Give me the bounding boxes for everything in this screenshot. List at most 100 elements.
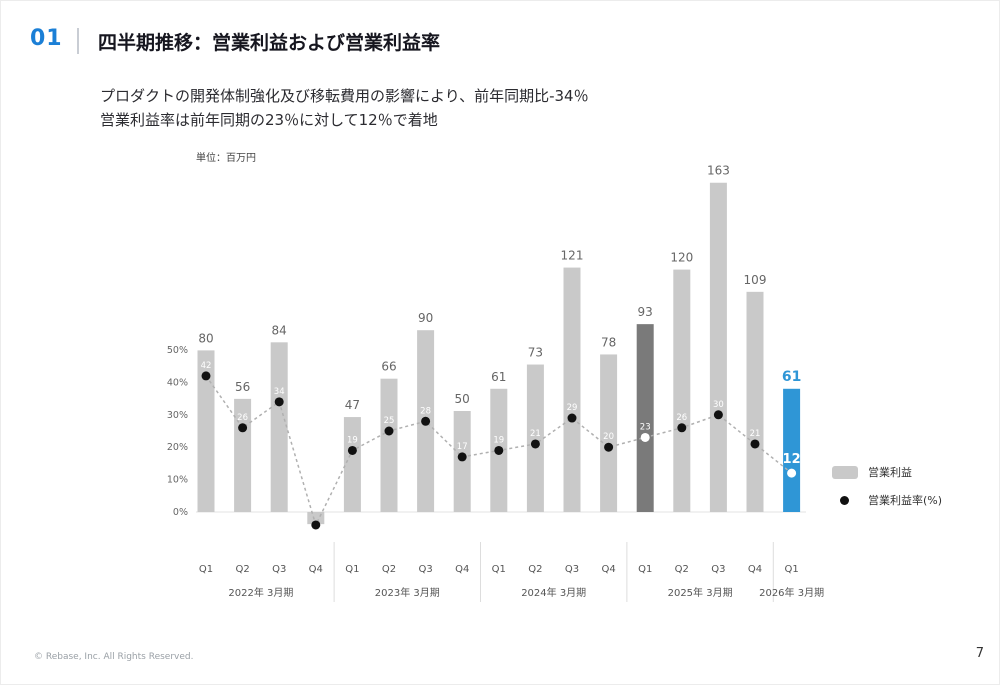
margin-value-label: 21: [530, 429, 541, 439]
bar-value-label: 109: [744, 273, 767, 287]
y-axis-tick: 50%: [167, 345, 188, 356]
margin-dot: [347, 445, 357, 455]
subtitle-line-1: プロダクトの開発体制強化及び移転費用の影響により、前年同期比-34％: [100, 87, 589, 105]
bar-value-label: 120: [670, 251, 693, 265]
margin-dot: [201, 371, 211, 381]
margin-value-label: 26: [237, 413, 248, 423]
x-axis-quarter-label: Q3: [711, 564, 725, 575]
bar-value-label: 50: [455, 392, 470, 406]
profit-bar: [526, 364, 544, 512]
margin-value-label: 21: [750, 429, 761, 439]
profit-bar: [600, 354, 618, 512]
margin-value-label: 26: [676, 413, 687, 423]
profit-bar: [636, 324, 654, 512]
bar-value-label: 93: [638, 305, 653, 319]
quarterly-chart: 0% 10% 20% 30% 40% 50% Q1 Q2 Q3 Q4 2022年 3月期 Q1 Q2 Q3…: [150, 140, 850, 610]
bar-value-label: 47: [345, 398, 360, 412]
page-title: 四半期推移：営業利益および営業利益率: [98, 32, 441, 54]
bar-value-label: 121: [561, 249, 584, 263]
y-axis-tick: 20%: [167, 442, 188, 453]
profit-bar: [453, 411, 471, 512]
y-axis-tick: 40%: [167, 377, 188, 388]
x-axis-quarter-label: Q3: [272, 564, 286, 575]
x-axis-quarter-label: Q2: [235, 564, 249, 575]
margin-value-label: 19: [347, 435, 358, 445]
legend-row-bar: 営業利益: [832, 462, 942, 482]
margin-value-label: 19: [493, 435, 504, 445]
x-axis-quarter-label: Q2: [675, 564, 689, 575]
margin-dot: [604, 442, 614, 452]
section-number: 01: [30, 26, 63, 51]
margin-value-label: 23: [640, 422, 651, 432]
x-axis-quarter-label: Q2: [382, 564, 396, 575]
x-axis-quarter-label: Q1: [345, 564, 359, 575]
x-axis-quarter-label: Q1: [784, 564, 798, 575]
x-axis-quarter-label: Q1: [199, 564, 213, 575]
bar-value-label: 61: [491, 370, 506, 384]
margin-value-label: 25: [384, 416, 395, 426]
margin-dot: [787, 468, 797, 478]
margin-value-label: 30: [713, 400, 724, 410]
x-axis-quarter-label: Q3: [418, 564, 432, 575]
margin-value-label: 28: [420, 406, 431, 416]
x-axis-year-label: 2026年 3月期: [759, 586, 824, 599]
margin-dot: [384, 426, 394, 436]
profit-bar: [563, 267, 581, 512]
header-divider: [77, 28, 79, 54]
profit-bar: [746, 291, 764, 512]
bar-value-label: 80: [198, 331, 213, 345]
legend-bar-swatch-icon: [832, 465, 858, 479]
margin-value-label: 34: [274, 387, 285, 397]
margin-dot: [530, 439, 540, 449]
margin-dot: [311, 520, 321, 530]
profit-bar: [343, 417, 361, 512]
margin-dot: [567, 413, 577, 423]
legend-row-dot: 営業利益率(%): [832, 490, 942, 510]
bar-value-label: 163: [707, 164, 730, 178]
margin-value-label: 29: [567, 403, 578, 413]
margin-dot: [274, 397, 284, 407]
margin-dot: [457, 452, 467, 462]
x-axis-quarter-label: Q3: [565, 564, 579, 575]
bar-value-label: 78: [601, 335, 616, 349]
margin-value-label: 17: [457, 442, 468, 452]
bar-value-label: 66: [381, 360, 396, 374]
margin-dot: [494, 445, 504, 455]
margin-value-label: 20: [603, 432, 614, 442]
copyright-text: © Rebase, Inc. All Rights Reserved.: [34, 652, 194, 662]
profit-bar: [783, 388, 801, 512]
x-axis-quarter-label: Q2: [528, 564, 542, 575]
x-axis-year-label: 2024年 3月期: [521, 586, 586, 599]
quarterly-chart-svg: 0% 10% 20% 30% 40% 50% Q1 Q2 Q3 Q4 2022年 3月期 Q1 Q2 Q3…: [167, 164, 824, 602]
page-number: 7: [975, 646, 984, 661]
margin-value-label: 42: [201, 361, 212, 371]
bar-value-label: 84: [272, 323, 287, 337]
y-axis-tick: 10%: [167, 475, 188, 486]
margin-dot: [713, 410, 723, 420]
unit-label: 単位：百万円: [196, 153, 256, 164]
x-axis-year-label: 2025年 3月期: [668, 586, 733, 599]
margin-dot: [640, 432, 650, 442]
bar-value-label: 73: [528, 346, 543, 360]
legend-dot-label: 営業利益率(%): [868, 494, 943, 507]
y-axis-tick: 0%: [173, 507, 188, 518]
profit-bar: [673, 269, 691, 512]
x-axis-quarter-label: Q1: [492, 564, 506, 575]
profit-bar: [709, 182, 727, 513]
chart-legend: 営業利益 営業利益率(%): [832, 462, 942, 518]
profit-bar: [270, 342, 288, 512]
legend-bar-label: 営業利益: [868, 466, 912, 479]
profit-bar: [197, 350, 215, 512]
margin-value-label: 12: [783, 452, 801, 467]
x-axis-year-label: 2022年 3月期: [228, 586, 293, 599]
x-axis-quarter-label: Q4: [455, 564, 469, 575]
margin-dot: [238, 423, 248, 433]
y-axis-tick: 30%: [167, 410, 188, 421]
x-axis-year-label: 2023年 3月期: [375, 586, 440, 599]
margin-dot: [421, 416, 431, 426]
margin-dot: [677, 423, 687, 433]
subtitle-line-2: 営業利益率は前年同期の23％に対して12％で着地: [100, 111, 438, 129]
x-axis-quarter-label: Q4: [748, 564, 762, 575]
margin-dot: [750, 439, 760, 449]
